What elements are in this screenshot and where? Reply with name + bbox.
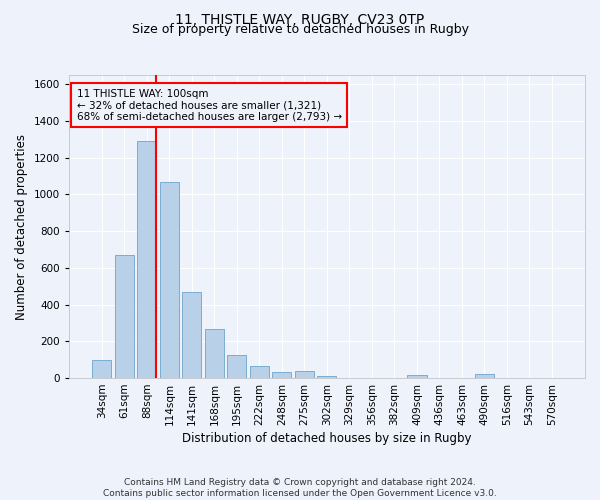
Bar xyxy=(295,372,314,378)
Y-axis label: Number of detached properties: Number of detached properties xyxy=(15,134,28,320)
Bar xyxy=(205,330,224,378)
Bar xyxy=(227,354,247,378)
Text: Size of property relative to detached houses in Rugby: Size of property relative to detached ho… xyxy=(131,22,469,36)
X-axis label: Distribution of detached houses by size in Rugby: Distribution of detached houses by size … xyxy=(182,432,472,445)
Bar xyxy=(115,256,134,378)
Bar xyxy=(272,372,292,378)
Bar xyxy=(407,376,427,378)
Bar xyxy=(475,374,494,378)
Bar xyxy=(182,292,202,378)
Bar xyxy=(137,141,157,378)
Text: 11 THISTLE WAY: 100sqm
← 32% of detached houses are smaller (1,321)
68% of semi-: 11 THISTLE WAY: 100sqm ← 32% of detached… xyxy=(77,88,342,122)
Bar xyxy=(160,182,179,378)
Bar xyxy=(317,376,337,378)
Bar xyxy=(92,360,112,378)
Bar xyxy=(250,366,269,378)
Text: 11, THISTLE WAY, RUGBY, CV23 0TP: 11, THISTLE WAY, RUGBY, CV23 0TP xyxy=(175,12,425,26)
Text: Contains HM Land Registry data © Crown copyright and database right 2024.
Contai: Contains HM Land Registry data © Crown c… xyxy=(103,478,497,498)
